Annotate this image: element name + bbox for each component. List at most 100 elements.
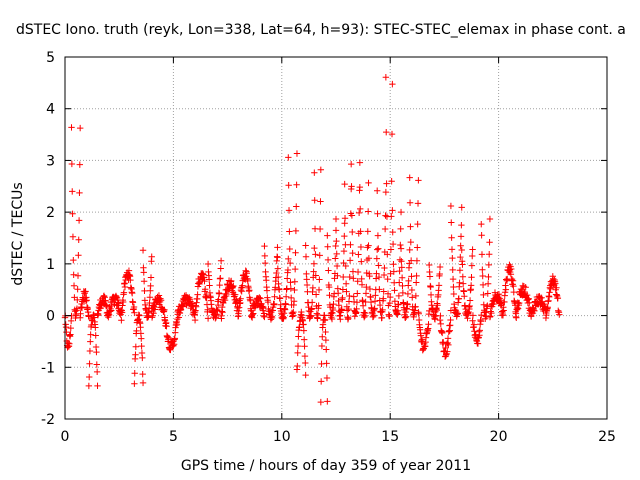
data-point-marker — [448, 219, 455, 226]
data-point-marker — [356, 159, 364, 166]
data-point-marker — [426, 261, 433, 269]
data-point-marker — [276, 286, 283, 293]
y-tick-label: -2 — [41, 412, 55, 428]
data-point-marker — [132, 351, 139, 358]
data-point-marker — [397, 245, 405, 252]
data-point-marker — [408, 286, 416, 294]
data-point-marker — [113, 293, 120, 301]
data-point-marker — [325, 267, 332, 274]
data-point-marker — [342, 280, 350, 287]
data-point-marker — [215, 296, 222, 303]
data-point-marker — [346, 257, 354, 264]
data-point-marker — [292, 227, 300, 235]
data-point-marker — [129, 289, 136, 297]
data-point-marker — [373, 255, 381, 262]
data-point-marker — [458, 221, 465, 229]
data-point-marker — [357, 243, 365, 251]
data-point-marker — [306, 314, 314, 321]
data-point-marker — [322, 328, 329, 336]
data-point-marker — [371, 298, 379, 305]
data-point-marker — [206, 282, 213, 289]
data-point-marker — [440, 339, 447, 346]
data-point-marker — [346, 273, 353, 281]
data-point-marker — [63, 328, 70, 336]
data-point-marker — [311, 169, 318, 176]
data-point-marker — [381, 264, 388, 272]
data-point-marker — [374, 232, 382, 239]
data-point-marker — [366, 285, 374, 293]
data-point-marker — [300, 327, 308, 334]
data-point-marker — [442, 344, 449, 352]
data-point-marker — [365, 179, 372, 187]
data-point-marker — [87, 338, 94, 345]
data-point-marker — [204, 315, 212, 322]
data-point-marker — [175, 314, 183, 321]
data-point-marker — [514, 304, 521, 312]
y-tick-label: 0 — [46, 309, 55, 325]
data-point-marker — [389, 228, 396, 236]
data-point-marker — [437, 320, 444, 328]
data-point-marker — [358, 258, 365, 265]
x-tick-labels: 0 5 10 15 20 25 — [61, 429, 616, 445]
data-point-marker — [287, 279, 294, 286]
data-point-marker — [146, 299, 153, 307]
data-point-marker — [362, 309, 369, 317]
data-point-marker — [74, 272, 82, 279]
data-point-marker — [402, 314, 409, 321]
data-point-marker — [407, 257, 415, 264]
data-point-marker — [500, 307, 507, 314]
data-point-marker — [407, 223, 414, 230]
data-point-marker — [323, 360, 330, 367]
data-point-marker — [455, 295, 463, 302]
x-axis-title: GPS time / hours of day 359 of year 2011 — [181, 458, 471, 474]
data-point-marker — [547, 285, 554, 293]
data-point-marker — [218, 315, 225, 322]
data-point-marker — [140, 269, 147, 276]
data-point-marker — [427, 283, 434, 291]
data-point-marker — [343, 288, 350, 295]
data-point-marker — [201, 286, 209, 293]
data-point-marker — [413, 272, 420, 280]
y-tick-label: 5 — [46, 50, 55, 66]
data-point-marker — [138, 335, 145, 342]
data-point-marker — [459, 280, 467, 287]
data-point-marker — [246, 287, 253, 294]
data-point-marker — [375, 245, 382, 252]
data-point-marker — [83, 296, 90, 304]
data-point-marker — [406, 199, 414, 206]
data-point-marker — [354, 278, 361, 285]
data-point-marker — [469, 246, 476, 253]
data-point-marker — [302, 253, 310, 260]
data-point-marker — [77, 310, 84, 317]
data-point-marker — [317, 398, 325, 406]
data-point-marker — [397, 208, 405, 216]
data-point-marker — [446, 327, 454, 334]
data-point-marker — [353, 305, 360, 313]
data-point-marker — [433, 306, 441, 314]
data-point-marker — [447, 202, 455, 210]
data-point-marker — [388, 178, 395, 185]
data-point-marker — [337, 315, 344, 323]
data-point-marker — [388, 213, 395, 220]
data-point-marker — [367, 298, 375, 306]
data-point-marker — [86, 360, 93, 367]
data-point-marker — [314, 311, 322, 319]
data-point-marker — [459, 273, 467, 280]
data-point-marker — [118, 317, 125, 324]
data-point-marker — [531, 307, 538, 315]
data-point-marker — [364, 228, 371, 235]
data-point-marker — [296, 323, 303, 331]
data-point-marker — [302, 371, 309, 379]
data-point-marker — [303, 270, 310, 278]
data-point-marker — [300, 321, 307, 328]
data-point-marker — [244, 277, 252, 285]
data-point-marker — [384, 251, 391, 258]
data-point-marker — [466, 297, 474, 304]
data-point-marker — [205, 276, 213, 283]
data-point-marker — [316, 276, 323, 283]
data-point-marker — [384, 275, 391, 283]
data-point-marker — [390, 261, 397, 268]
data-point-marker — [480, 291, 487, 299]
data-point-marker — [458, 246, 465, 254]
data-point-marker — [324, 398, 331, 405]
